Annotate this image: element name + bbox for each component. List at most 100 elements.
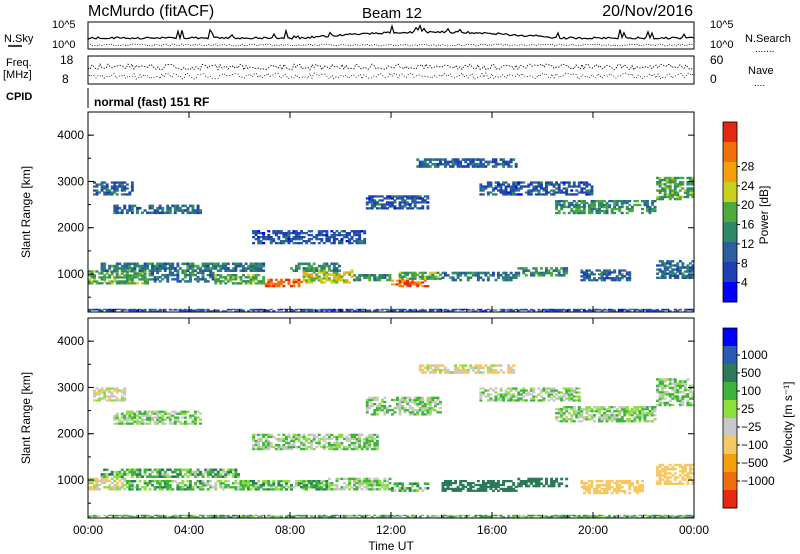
heatmap-cell <box>441 309 445 311</box>
heatmap-cell <box>317 482 321 485</box>
heatmap-cell <box>512 399 516 402</box>
heatmap-cell <box>317 264 321 268</box>
heatmap-cell <box>494 368 498 372</box>
heatmap-cell <box>363 514 367 516</box>
heatmap-cell <box>267 238 271 241</box>
heatmap-cell <box>444 371 447 374</box>
heatmap-cell <box>418 162 422 166</box>
heatmap-cell <box>302 236 306 239</box>
heatmap-cell <box>489 482 493 485</box>
heatmap-cell <box>181 278 185 281</box>
heatmap-cell <box>411 482 415 486</box>
heatmap-cell <box>608 310 612 312</box>
heatmap-cell <box>325 234 329 237</box>
heatmap-cell <box>330 445 334 449</box>
heatmap-cell <box>234 274 238 277</box>
heatmap-cell <box>279 309 283 311</box>
heatmap-cell <box>691 274 695 277</box>
heatmap-cell <box>557 412 561 415</box>
heatmap-cell <box>461 308 465 310</box>
heatmap-cell <box>509 371 513 374</box>
heatmap-cell <box>676 476 680 479</box>
heatmap-cell <box>588 211 591 215</box>
heatmap-cell <box>108 486 112 489</box>
heatmap-cell <box>671 274 675 277</box>
heatmap-cell <box>411 411 415 414</box>
heatmap-cell <box>454 308 458 310</box>
heatmap-cell <box>358 230 362 233</box>
heatmap-cell <box>353 443 357 447</box>
heatmap-cell <box>325 240 329 243</box>
heatmap-cell <box>598 209 601 213</box>
heatmap-cell <box>588 277 591 280</box>
heatmap-cell <box>234 475 238 479</box>
heatmap-cell <box>285 437 288 441</box>
heatmap-cell <box>282 242 286 245</box>
heatmap-cell <box>234 282 238 285</box>
heatmap-cell <box>110 309 114 311</box>
heatmap-cell <box>605 275 609 278</box>
heatmap-cell <box>320 240 324 243</box>
heatmap-cell <box>312 271 316 274</box>
heatmap-cell <box>433 366 437 370</box>
heatmap-cell <box>302 240 306 243</box>
heatmap-cell <box>433 368 437 372</box>
heatmap-cell <box>529 399 533 402</box>
heatmap-cell <box>555 267 559 270</box>
heatmap-cell <box>668 463 672 467</box>
heatmap-cell <box>267 482 271 485</box>
heatmap-cell <box>310 309 314 311</box>
heatmap-cell <box>189 480 192 483</box>
heatmap-cell <box>156 209 160 212</box>
heatmap-cell <box>95 479 99 483</box>
heatmap-cell <box>176 514 180 516</box>
heatmap-cell <box>158 310 162 312</box>
heatmap-cell <box>130 410 134 413</box>
heatmap-cell <box>115 276 119 279</box>
heatmap-cell <box>307 486 311 489</box>
heatmap-cell <box>401 308 405 310</box>
heatmap-cell <box>325 308 329 310</box>
heatmap-cell <box>620 275 624 278</box>
heatmap-cell <box>605 490 609 493</box>
heatmap-cell <box>133 276 137 279</box>
heatmap-cell <box>297 238 301 241</box>
heatmap-cell <box>509 187 513 190</box>
heatmap-cell <box>413 400 417 404</box>
heatmap-cell <box>560 395 564 398</box>
heatmap-cell <box>151 267 155 270</box>
heatmap-cell <box>156 412 160 415</box>
heatmap-cell <box>300 486 304 489</box>
heatmap-cell <box>643 203 647 207</box>
heatmap-cell <box>537 477 541 481</box>
heatmap-cell <box>391 398 394 402</box>
heatmap-cell <box>178 206 182 210</box>
heatmap-cell <box>600 309 604 311</box>
heatmap-cell <box>585 189 589 192</box>
heatmap-cell <box>557 203 561 207</box>
heatmap-cell <box>562 274 566 277</box>
heatmap-cell <box>408 195 412 198</box>
heatmap-cell <box>264 284 268 288</box>
heatmap-cell <box>560 181 564 184</box>
heatmap-cell <box>428 271 432 274</box>
heatmap-cell <box>423 310 427 312</box>
heatmap-cell <box>90 282 94 285</box>
heatmap-cell <box>282 280 286 284</box>
heatmap-cell <box>368 195 372 198</box>
heatmap-cell <box>562 183 566 186</box>
heatmap-cell <box>598 277 601 280</box>
heatmap-cell <box>189 488 192 491</box>
heatmap-cell <box>388 195 392 198</box>
heatmap-cell <box>292 516 296 518</box>
heatmap-cell <box>532 309 536 311</box>
heatmap-cell <box>509 278 513 282</box>
heatmap-cell <box>277 433 281 437</box>
heatmap-cell <box>386 486 389 489</box>
heatmap-cell <box>128 480 132 483</box>
heatmap-cell <box>656 470 660 473</box>
heatmap-cell <box>302 515 306 517</box>
heatmap-cell <box>166 273 170 277</box>
heatmap-cell <box>628 207 632 211</box>
heatmap-cell <box>691 480 695 483</box>
